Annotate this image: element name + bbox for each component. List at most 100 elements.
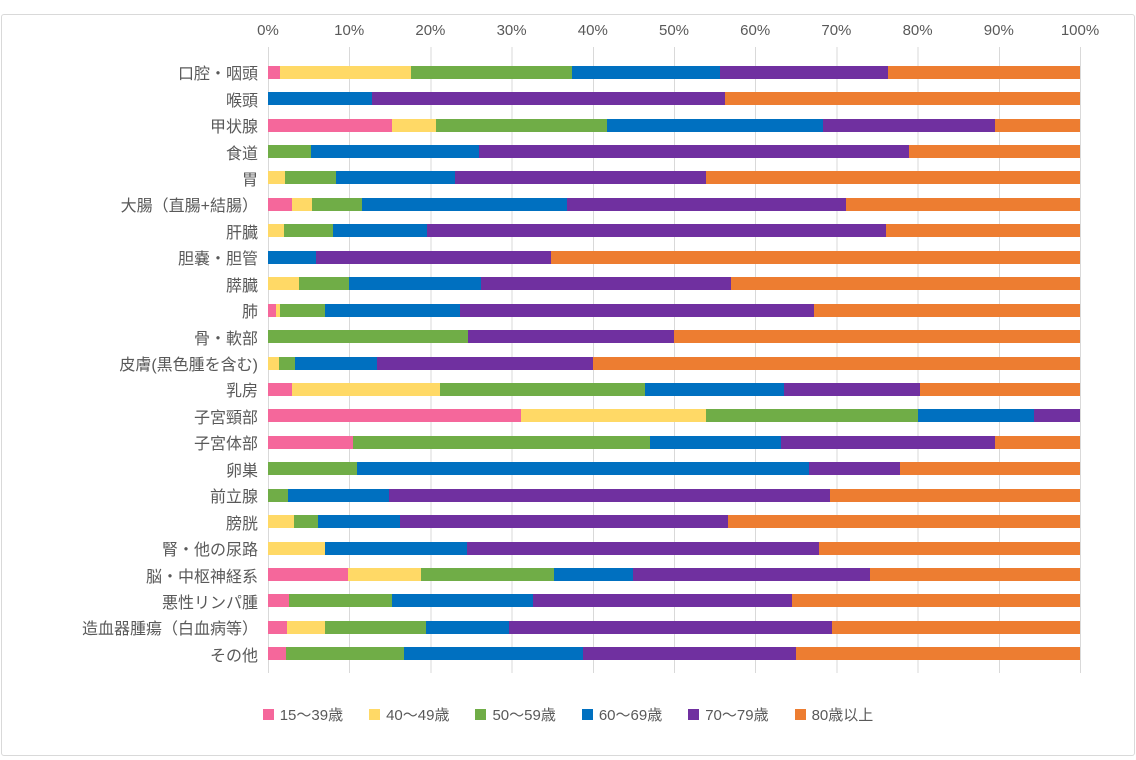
legend-item-15-39: 15〜39歳 — [262, 704, 343, 725]
bar-track — [268, 171, 1080, 185]
bar-segment-40-49 — [268, 277, 299, 291]
bar-segment-80plus — [727, 515, 1080, 529]
bar-segment-80plus — [994, 435, 1080, 449]
legend-swatch-80plus — [794, 709, 806, 720]
bar-segment-50-59 — [268, 145, 312, 159]
x-axis-tick: 50% — [658, 22, 690, 39]
chart-row: 脳・中枢神経系 — [0, 561, 1080, 587]
legend-label: 70〜79歳 — [705, 707, 769, 724]
bar-segment-50-59 — [311, 197, 363, 211]
bar-segment-60-69 — [311, 145, 480, 159]
bar-segment-80plus — [870, 568, 1080, 582]
x-axis: 0% 10% 20% 30% 40% 50% 60% 70% 80% 90% 100% — [0, 0, 1136, 46]
bar-segment-70-79 — [720, 65, 889, 79]
bar-segment-50-59 — [285, 647, 405, 661]
bar-segment-50-59 — [284, 224, 333, 238]
bar-segment-40-49 — [292, 382, 441, 396]
bar-segment-40-49 — [280, 65, 411, 79]
chart-row: 胃 — [0, 165, 1080, 191]
bar-track — [268, 65, 1080, 79]
bar-segment-80plus — [725, 92, 1080, 106]
bar-segment-80plus — [791, 594, 1080, 608]
bar-track — [268, 568, 1080, 582]
bar-track — [268, 92, 1080, 106]
x-axis-tick: 90% — [983, 22, 1014, 39]
bar-segment-70-79 — [479, 145, 910, 159]
bar-segment-50-59 — [436, 118, 608, 132]
x-axis-tick: 40% — [577, 22, 608, 39]
bar-track — [268, 620, 1080, 634]
category-label: 子宮頸部 — [193, 409, 258, 427]
bar-segment-60-69 — [644, 382, 785, 396]
legend-swatch-70-79 — [688, 709, 700, 720]
bar-segment-60-69 — [426, 620, 510, 634]
bar-segment-60-69 — [404, 647, 584, 661]
bar-segment-60-69 — [607, 118, 824, 132]
bar-segment-80plus — [885, 224, 1080, 238]
category-label: 喉頭 — [225, 92, 258, 110]
bar-segment-60-69 — [268, 250, 316, 264]
bar-segment-50-59 — [706, 409, 918, 423]
bar-track — [268, 224, 1080, 238]
bar-segment-80plus — [831, 620, 1080, 634]
bar-segment-50-59 — [324, 620, 427, 634]
chart-row: 食道 — [0, 138, 1080, 164]
bar-segment-50-59 — [440, 382, 645, 396]
bar-segment-80plus — [920, 382, 1080, 396]
bar-segment-60-69 — [268, 92, 372, 106]
category-label: 口腔・咽頭 — [177, 66, 258, 84]
bar-segment-40-49 — [268, 224, 285, 238]
x-axis-tick: 0% — [257, 22, 279, 39]
bar-track — [268, 250, 1080, 264]
bar-segment-50-59 — [268, 330, 468, 344]
legend-item-70-79: 70〜79歳 — [688, 704, 769, 725]
bar-segment-80plus — [994, 118, 1080, 132]
legend-label: 80歳以上 — [811, 707, 874, 724]
bar-track — [268, 409, 1080, 423]
bar-segment-50-59 — [289, 594, 393, 608]
x-axis-tick: 100% — [1060, 22, 1100, 39]
bar-track — [268, 330, 1080, 344]
bar-segment-15-39 — [268, 647, 286, 661]
bar-segment-60-69 — [571, 65, 721, 79]
bar-track — [268, 594, 1080, 608]
bar-segment-60-69 — [332, 224, 428, 238]
bar-segment-80plus — [592, 356, 1080, 370]
bar-segment-80plus — [829, 488, 1080, 502]
x-axis-tick: 60% — [740, 22, 771, 39]
bar-segment-40-49 — [291, 197, 312, 211]
bar-segment-40-49 — [268, 356, 280, 370]
bar-segment-40-49 — [286, 620, 325, 634]
bar-segment-15-39 — [268, 620, 287, 634]
chart-row: 膀胱 — [0, 508, 1080, 534]
chart-row: 喉頭 — [0, 85, 1080, 111]
chart-row: 皮膚(黒色腫を含む) — [0, 350, 1080, 376]
bar-segment-15-39 — [268, 594, 290, 608]
bar-segment-50-59 — [298, 277, 350, 291]
category-label: 大腸（直腸+結腸） — [120, 198, 258, 216]
bar-segment-80plus — [673, 330, 1080, 344]
bar-segment-70-79 — [784, 382, 920, 396]
chart-row: 骨・軟部 — [0, 323, 1080, 349]
bar-track — [268, 382, 1080, 396]
bar-segment-70-79 — [632, 568, 871, 582]
category-label: 乳房 — [225, 383, 258, 401]
bar-segment-15-39 — [268, 197, 292, 211]
bar-segment-15-39 — [268, 409, 521, 423]
bar-segment-60-69 — [362, 197, 567, 211]
bar-segment-60-69 — [288, 488, 389, 502]
chart-row: 膵臓 — [0, 271, 1080, 297]
bar-segment-80plus — [888, 65, 1080, 79]
chart-row: 卵巣 — [0, 456, 1080, 482]
bar-segment-80plus — [846, 197, 1080, 211]
bar-track — [268, 462, 1080, 476]
legend: 15〜39歳 40〜49歳 50〜59歳 60〜69歳 70〜79歳 80歳以上 — [0, 704, 1136, 725]
bar-segment-70-79 — [781, 435, 995, 449]
bar-track — [268, 303, 1080, 317]
bar-segment-15-39 — [268, 65, 281, 79]
bar-segment-80plus — [899, 462, 1080, 476]
bar-segment-70-79 — [427, 224, 886, 238]
legend-item-80plus: 80歳以上 — [794, 704, 874, 725]
bar-segment-50-59 — [293, 515, 319, 529]
